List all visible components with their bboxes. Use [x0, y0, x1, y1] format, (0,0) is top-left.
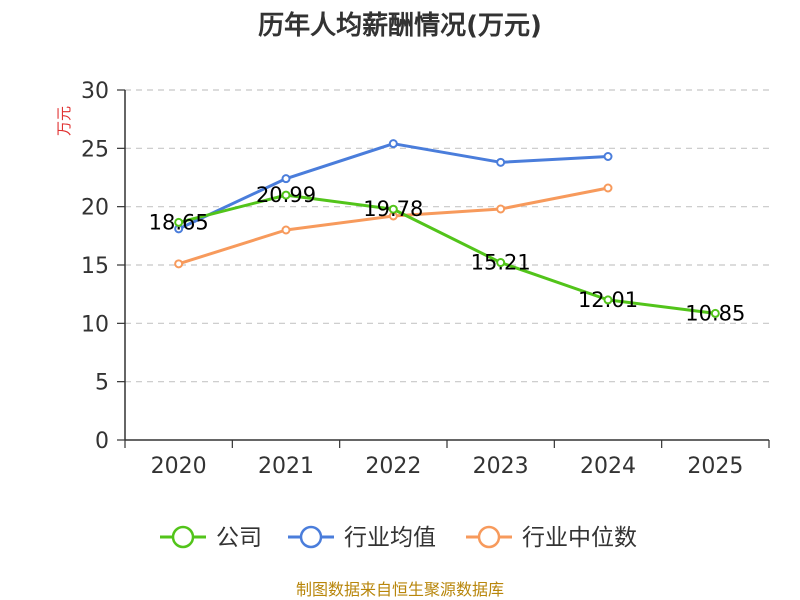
series-line [178, 193, 716, 315]
y-tick-label: 20 [81, 196, 109, 221]
y-tick-label: 15 [81, 254, 109, 279]
x-tick-label: 2022 [365, 454, 421, 479]
data-label: 19.78 [363, 197, 423, 221]
data-point[interactable] [603, 295, 613, 305]
x-tick-label: 2020 [151, 454, 207, 479]
data-label: 18.65 [149, 210, 209, 234]
grid-lines [125, 89, 769, 383]
data-label: 15.21 [471, 251, 531, 275]
x-tick-label: 2025 [687, 454, 743, 479]
series-industry-median [174, 183, 613, 269]
chart-title: 历年人均薪酬情况(万元) [258, 10, 542, 41]
legend-label: 行业中位数 [522, 525, 637, 551]
legend[interactable]: 公司 行业均值 行业中位数 [160, 525, 637, 551]
legend-label: 公司 [216, 525, 262, 551]
y-tick-label: 5 [95, 371, 109, 396]
x-tick-label: 2023 [473, 454, 529, 479]
legend-label: 行业均值 [344, 525, 436, 551]
legend-item[interactable]: 行业均值 [288, 525, 436, 551]
data-point[interactable] [603, 152, 613, 161]
data-label: 20.99 [256, 183, 316, 207]
y-tick-label: 30 [81, 79, 109, 104]
y-tick-label: 0 [95, 429, 109, 454]
series-lines [174, 139, 720, 318]
source-note: 制图数据来自恒生聚源数据库 [296, 580, 504, 599]
y-tick-label: 25 [81, 137, 109, 162]
legend-item[interactable]: 行业中位数 [466, 525, 637, 551]
data-point[interactable] [281, 225, 291, 235]
x-tick-label: 2021 [258, 454, 314, 479]
data-point[interactable] [174, 217, 184, 227]
series-company [174, 190, 720, 318]
legend-marker [299, 525, 323, 549]
data-point[interactable] [388, 139, 398, 149]
data-point[interactable] [603, 183, 613, 193]
data-labels: 18.65 20.99 19.78 15.21 12.01 10.85 [149, 183, 746, 325]
data-label: 10.85 [685, 301, 745, 325]
legend-marker [477, 525, 501, 549]
data-point[interactable] [281, 174, 291, 184]
data-point[interactable] [710, 308, 720, 318]
y-axis-label: 万元 [55, 106, 73, 136]
data-point[interactable] [281, 190, 291, 200]
data-point[interactable] [388, 204, 398, 214]
series-industry-mean [174, 139, 613, 234]
y-tick-label: 10 [81, 312, 109, 337]
legend-item[interactable]: 公司 [160, 525, 262, 551]
legend-marker [171, 525, 195, 549]
data-point[interactable] [496, 204, 506, 214]
data-label: 12.01 [578, 288, 638, 312]
data-point[interactable] [174, 259, 184, 269]
x-tick-label: 2024 [580, 454, 636, 479]
data-point[interactable] [496, 157, 506, 167]
data-point[interactable] [496, 258, 506, 268]
